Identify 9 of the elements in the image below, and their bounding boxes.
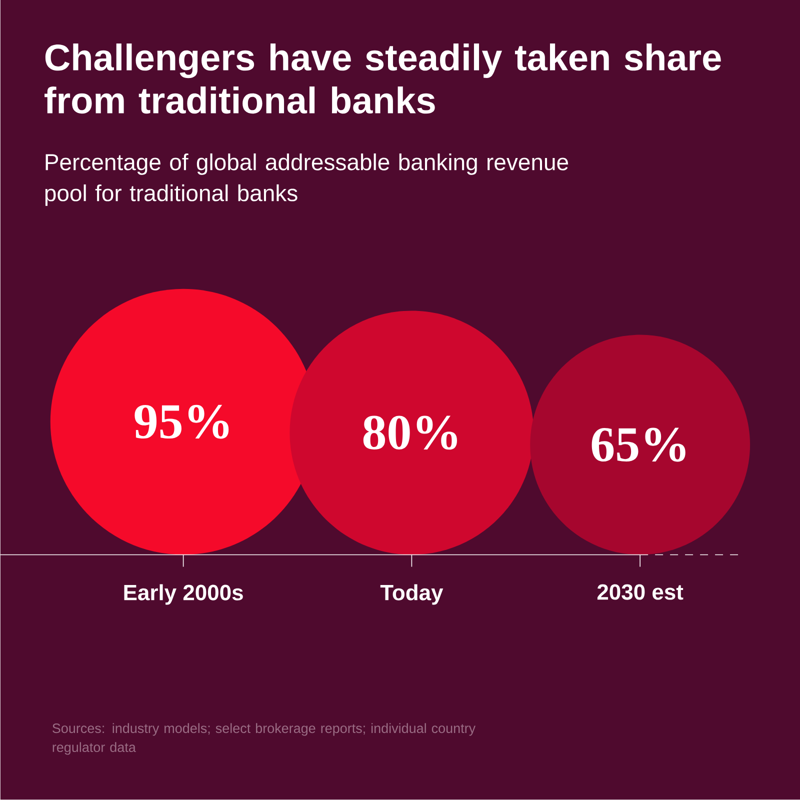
category-label: Early 2000s (124, 584, 243, 605)
source-note: Sources: industry models; select brokerage reports; individual country regulator data (52, 723, 476, 755)
data-label: 95% (134, 405, 229, 439)
data-label: 65% (592, 428, 686, 462)
text: Challengers have steadily taken share from traditional banks (44, 44, 721, 114)
category-label: 2030 est (597, 584, 684, 600)
data-label: 80% (363, 416, 457, 450)
text: Percentage of global addressable banking revenue pool for traditional banks (45, 154, 568, 206)
category-label: Today (380, 584, 444, 605)
